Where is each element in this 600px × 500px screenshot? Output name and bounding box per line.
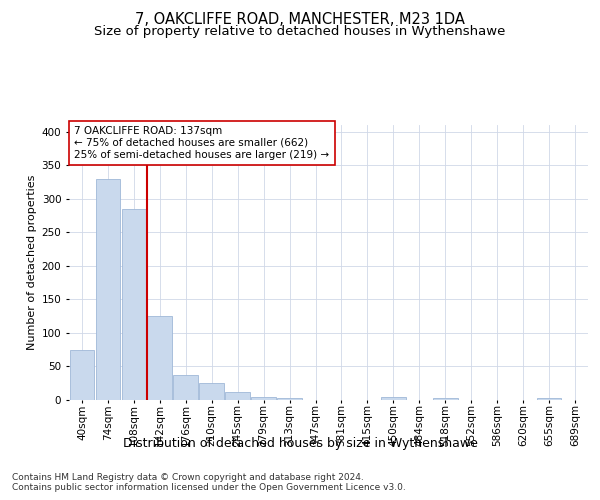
Bar [251,396,276,400]
Bar [433,398,458,400]
Text: 7, OAKCLIFFE ROAD, MANCHESTER, M23 1DA: 7, OAKCLIFFE ROAD, MANCHESTER, M23 1DA [135,12,465,28]
Bar [226,392,250,400]
Text: Contains HM Land Registry data © Crown copyright and database right 2024.
Contai: Contains HM Land Registry data © Crown c… [12,472,406,492]
Bar [381,396,406,400]
Bar [122,209,146,400]
Text: 7 OAKCLIFFE ROAD: 137sqm
← 75% of detached houses are smaller (662)
25% of semi-: 7 OAKCLIFFE ROAD: 137sqm ← 75% of detach… [74,126,329,160]
Bar [537,398,562,400]
Bar [70,350,94,400]
Bar [173,374,198,400]
Y-axis label: Number of detached properties: Number of detached properties [28,175,37,350]
Text: Distribution of detached houses by size in Wythenshawe: Distribution of detached houses by size … [122,438,478,450]
Bar [277,398,302,400]
Bar [199,383,224,400]
Bar [148,316,172,400]
Bar [95,178,120,400]
Text: Size of property relative to detached houses in Wythenshawe: Size of property relative to detached ho… [94,25,506,38]
